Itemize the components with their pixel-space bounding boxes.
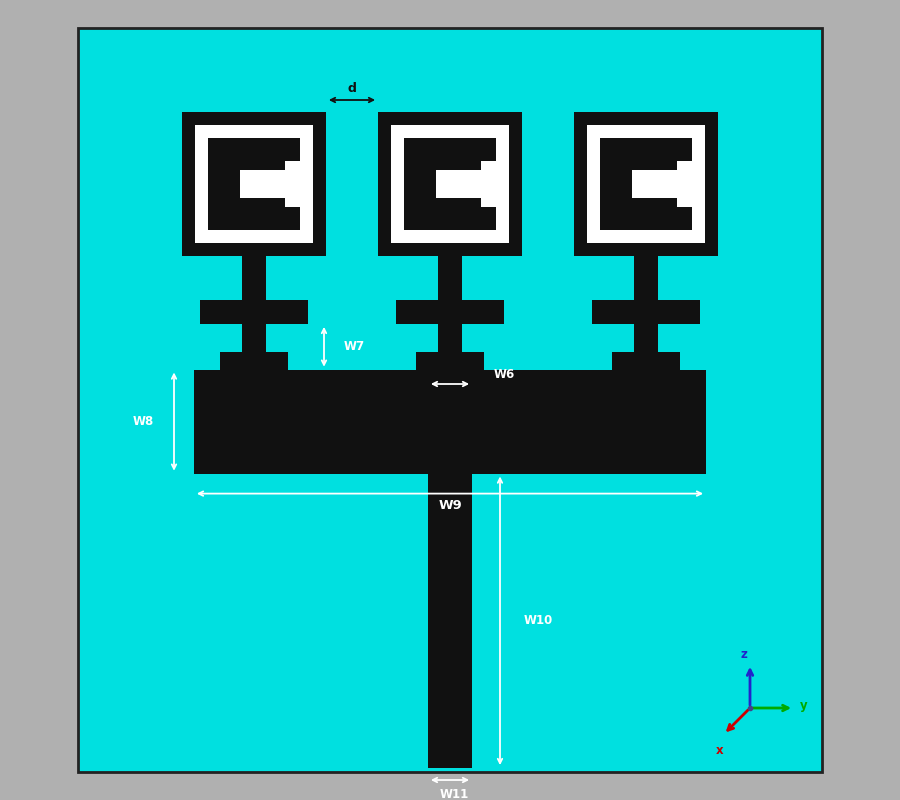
Bar	[220, 352, 288, 370]
Text: y: y	[800, 699, 807, 712]
Bar	[438, 324, 462, 352]
Bar	[208, 138, 231, 230]
Text: W8: W8	[133, 415, 154, 428]
Text: W6: W6	[494, 368, 515, 381]
Bar	[242, 256, 266, 300]
Bar	[223, 153, 285, 170]
Text: W9: W9	[438, 499, 462, 512]
Bar	[615, 153, 677, 170]
Bar	[634, 256, 658, 300]
Bar	[195, 125, 313, 243]
Bar	[416, 352, 484, 370]
Bar	[592, 300, 700, 324]
Bar	[404, 207, 496, 230]
Bar	[182, 112, 326, 256]
Bar	[194, 370, 706, 474]
Text: W10: W10	[524, 614, 554, 627]
Bar	[615, 153, 632, 215]
Bar	[574, 112, 718, 256]
Bar	[615, 198, 677, 215]
Bar	[378, 112, 522, 256]
Bar	[600, 207, 692, 230]
Bar	[587, 125, 705, 243]
Bar	[634, 324, 658, 352]
Text: x: x	[716, 744, 723, 758]
Bar	[612, 352, 680, 370]
Bar	[242, 324, 266, 352]
Bar	[600, 138, 692, 161]
Bar	[208, 138, 300, 161]
Bar	[419, 153, 481, 170]
Bar	[208, 207, 300, 230]
Bar	[438, 256, 462, 300]
Bar	[600, 138, 623, 230]
Bar	[391, 125, 509, 243]
Bar	[404, 138, 427, 230]
Text: W7: W7	[344, 340, 365, 354]
Bar	[419, 198, 481, 215]
Bar	[404, 138, 496, 161]
Bar	[223, 153, 239, 215]
Bar	[200, 300, 308, 324]
Text: z: z	[740, 648, 747, 661]
Bar	[223, 198, 285, 215]
Bar	[396, 300, 504, 324]
Text: d: d	[347, 82, 356, 94]
Text: W11: W11	[439, 788, 469, 800]
Bar	[428, 474, 472, 768]
Bar	[419, 153, 436, 215]
